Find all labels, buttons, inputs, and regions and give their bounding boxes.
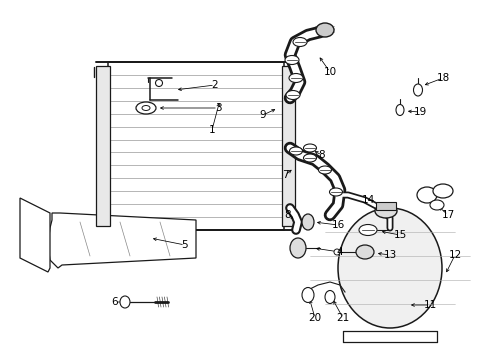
Bar	[375, 202, 395, 210]
Ellipse shape	[432, 184, 452, 198]
Ellipse shape	[325, 291, 334, 303]
Text: 12: 12	[447, 250, 461, 260]
Text: 20: 20	[308, 313, 321, 323]
Ellipse shape	[416, 187, 436, 203]
Ellipse shape	[302, 214, 313, 230]
Text: 15: 15	[392, 230, 406, 240]
Text: 2: 2	[211, 80, 218, 90]
Ellipse shape	[333, 249, 339, 255]
Ellipse shape	[120, 296, 130, 308]
Bar	[108, 62, 284, 230]
Text: 8: 8	[318, 150, 325, 160]
Ellipse shape	[285, 90, 299, 99]
Text: 10: 10	[323, 67, 336, 77]
Polygon shape	[20, 198, 50, 272]
Ellipse shape	[429, 200, 443, 210]
Text: 6: 6	[111, 297, 118, 307]
Text: 21: 21	[336, 313, 349, 323]
Text: 5: 5	[182, 240, 188, 250]
Text: 4: 4	[336, 247, 343, 257]
Ellipse shape	[374, 204, 396, 218]
Text: 16: 16	[331, 220, 344, 230]
Ellipse shape	[142, 105, 150, 111]
Ellipse shape	[358, 225, 376, 235]
Ellipse shape	[292, 37, 306, 46]
Text: 8: 8	[284, 210, 291, 220]
Ellipse shape	[155, 80, 162, 86]
Ellipse shape	[315, 23, 333, 37]
Text: 14: 14	[361, 195, 374, 205]
Ellipse shape	[329, 188, 342, 196]
Bar	[282, 66, 294, 226]
Text: 18: 18	[435, 73, 448, 83]
Ellipse shape	[337, 208, 441, 328]
Ellipse shape	[303, 154, 316, 162]
Text: 13: 13	[383, 250, 396, 260]
Ellipse shape	[395, 104, 403, 116]
Text: 9: 9	[259, 110, 266, 120]
Text: 1: 1	[208, 125, 215, 135]
Polygon shape	[48, 213, 196, 268]
Text: 19: 19	[412, 107, 426, 117]
Ellipse shape	[136, 102, 156, 114]
Bar	[96, 66, 110, 226]
Text: 7: 7	[281, 170, 288, 180]
Ellipse shape	[303, 144, 316, 152]
Ellipse shape	[355, 245, 373, 259]
Ellipse shape	[302, 288, 313, 302]
Ellipse shape	[289, 238, 305, 258]
Text: 3: 3	[214, 103, 221, 113]
Ellipse shape	[285, 55, 298, 64]
Ellipse shape	[288, 73, 303, 82]
Ellipse shape	[413, 84, 422, 96]
Ellipse shape	[289, 147, 302, 155]
Text: 11: 11	[423, 300, 436, 310]
Ellipse shape	[318, 166, 331, 174]
Text: 17: 17	[441, 210, 454, 220]
